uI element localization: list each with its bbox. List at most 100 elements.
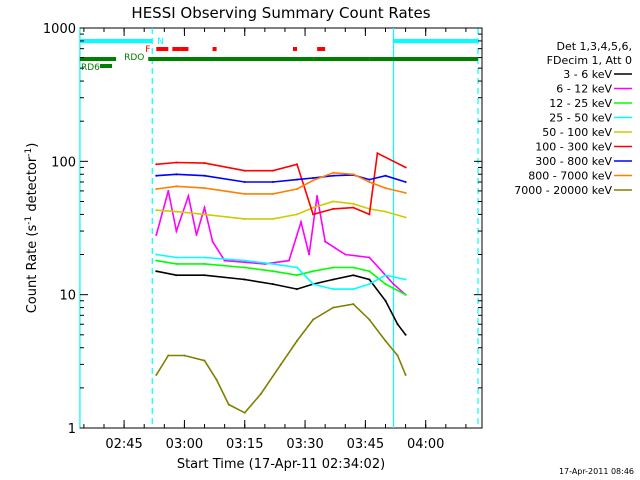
- series-point: [352, 266, 355, 269]
- series-point: [332, 306, 335, 309]
- x-tick-label: 03:00: [166, 437, 203, 452]
- legend-header-line-2: FDecim 1, Att 0: [547, 54, 632, 67]
- series-point: [167, 189, 170, 192]
- plot-frame: [79, 27, 483, 429]
- series-line-6: [156, 173, 406, 183]
- series-point: [243, 266, 246, 269]
- series-point: [203, 187, 206, 190]
- x-tick-label: 03:15: [226, 437, 263, 452]
- series-point: [155, 174, 158, 177]
- series-point: [312, 206, 315, 209]
- series-line-2: [156, 259, 406, 296]
- series-line-3: [156, 253, 406, 290]
- series-point: [332, 200, 335, 203]
- series-point: [271, 283, 274, 286]
- series-point: [296, 213, 298, 216]
- flag-label-rd6: RD6: [81, 63, 100, 73]
- series-point: [404, 333, 407, 336]
- series-point: [203, 206, 206, 209]
- series-point: [404, 181, 407, 183]
- series-point: [384, 299, 387, 302]
- x-tick-label: 03:45: [347, 437, 384, 452]
- series-point: [368, 270, 371, 273]
- y-tick-label: 100: [51, 155, 76, 170]
- series-point: [404, 278, 407, 281]
- series-point: [175, 230, 178, 233]
- legend-entry-label: 25 - 50 keV: [549, 112, 612, 125]
- series-point: [368, 178, 371, 181]
- series-point: [215, 378, 218, 381]
- series-point: [384, 174, 387, 177]
- series-point: [352, 173, 355, 176]
- series-point: [332, 174, 335, 177]
- series-point: [155, 373, 158, 376]
- series-point: [271, 192, 274, 195]
- series-point: [243, 259, 246, 262]
- series-point: [259, 393, 262, 395]
- series-point: [271, 270, 274, 273]
- series-point: [296, 178, 298, 181]
- series-point: [175, 185, 178, 188]
- series-line-8: [155, 303, 407, 414]
- series-point: [203, 274, 206, 277]
- x-axis: 02:45 03:00 03:15 03:30 03:45 04:00: [83, 28, 467, 452]
- series-point: [175, 161, 178, 164]
- series-point: [324, 240, 327, 243]
- y-tick-label: 1: [68, 422, 76, 437]
- y-tick-label: 1000: [43, 22, 76, 37]
- series-point: [296, 339, 298, 342]
- series-point: [203, 359, 206, 362]
- series-point: [155, 163, 158, 166]
- series-point: [312, 270, 315, 273]
- series-point: [316, 195, 319, 197]
- series-point: [296, 188, 298, 190]
- series-point: [203, 262, 206, 265]
- series-point: [203, 213, 206, 216]
- series-point: [344, 253, 347, 256]
- series-point: [368, 318, 371, 321]
- legend-entry-label: 6 - 12 keV: [556, 83, 612, 96]
- y-axis-label: Count Rate (s-1 detector-1): [24, 143, 40, 314]
- series-point: [404, 216, 407, 219]
- series-point: [308, 253, 311, 256]
- flag-label-f: F: [145, 45, 150, 55]
- series-point: [332, 288, 335, 291]
- series-point: [396, 323, 399, 326]
- series-point: [384, 210, 387, 213]
- series-line-4: [156, 200, 406, 220]
- series-point: [404, 166, 407, 169]
- series-point: [312, 318, 315, 321]
- series-point: [312, 213, 315, 216]
- chart-title: HESSI Observing Summary Count Rates: [131, 4, 430, 22]
- flag-label-rdo: RDO: [124, 53, 144, 63]
- series-point: [352, 274, 355, 277]
- series-point: [175, 210, 178, 213]
- series-point: [312, 177, 315, 179]
- series-point: [271, 181, 274, 183]
- legend-header-line-1: Det 1,3,4,5,6,: [556, 40, 632, 53]
- series-point: [368, 181, 371, 183]
- legend-entry-label: 7000 - 20000 keV: [514, 184, 612, 197]
- series-point: [312, 179, 315, 182]
- series-point: [392, 160, 395, 163]
- series-point: [243, 169, 246, 172]
- series-point: [404, 373, 407, 376]
- series-point: [195, 234, 198, 236]
- series-line-5: [156, 151, 406, 216]
- series-point: [392, 283, 395, 286]
- series-point: [384, 283, 387, 286]
- legend-entry-label: 50 - 100 keV: [542, 126, 612, 139]
- series-point: [243, 192, 246, 195]
- series-point: [155, 188, 158, 190]
- series-point: [279, 363, 282, 366]
- legend: Det 1,3,4,5,6, FDecim 1, Att 0 3 - 6 keV…: [514, 40, 632, 197]
- series-point: [312, 283, 315, 286]
- series-point: [155, 270, 158, 273]
- y-axis: 1 10 100 1000: [43, 22, 482, 437]
- series-line-0: [156, 270, 407, 336]
- series-point: [288, 259, 290, 262]
- legend-entry-label: 300 - 800 keV: [535, 155, 612, 168]
- series-point: [296, 288, 298, 291]
- series-point: [384, 187, 387, 190]
- series-point: [187, 195, 190, 197]
